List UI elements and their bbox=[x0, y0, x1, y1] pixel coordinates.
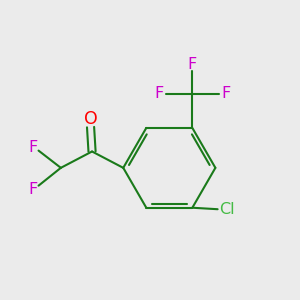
Text: F: F bbox=[28, 182, 38, 197]
Text: F: F bbox=[28, 140, 38, 154]
Text: F: F bbox=[154, 86, 164, 101]
Text: Cl: Cl bbox=[219, 202, 234, 217]
Text: F: F bbox=[221, 86, 230, 101]
Text: F: F bbox=[188, 57, 197, 72]
Text: O: O bbox=[84, 110, 98, 128]
